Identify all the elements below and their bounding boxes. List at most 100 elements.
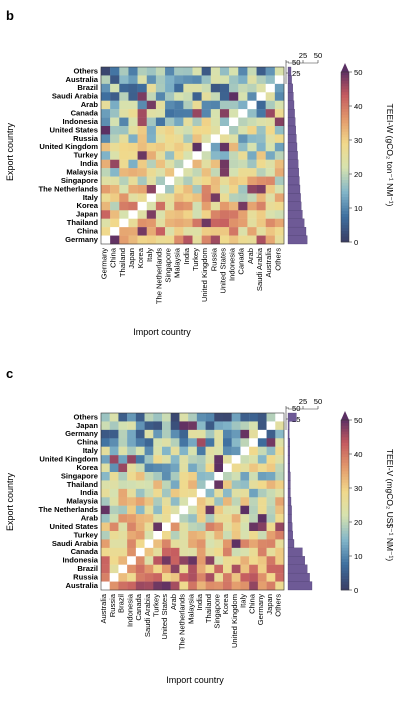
heatmap-cell — [257, 463, 267, 473]
heatmap-cell — [210, 227, 221, 236]
heatmap-cell — [170, 472, 180, 481]
right-marginal-bar — [287, 572, 310, 582]
heatmap-cell — [214, 446, 224, 456]
heatmap-cell — [153, 573, 163, 582]
heatmap-cell — [238, 151, 248, 160]
heatmap-cell — [170, 438, 180, 447]
right-marginal-bar — [287, 497, 292, 506]
heatmap-cell — [274, 185, 285, 194]
right-marginal-bar — [287, 159, 299, 169]
heatmap-cell — [229, 185, 239, 194]
heatmap-cell — [174, 126, 184, 135]
right-marginal-bar — [287, 201, 302, 211]
heatmap-cell — [146, 210, 157, 219]
right-marginal-bar — [287, 513, 292, 523]
y-tick-label: The Netherlands — [39, 184, 99, 193]
heatmap-cell — [137, 92, 147, 101]
heatmap-cell — [128, 218, 138, 228]
heatmap-cell — [265, 126, 276, 135]
heatmap-cell — [274, 201, 285, 211]
heatmap-cell — [257, 455, 267, 464]
heatmap-cell — [101, 438, 110, 447]
heatmap-cell — [231, 480, 241, 490]
heatmap-cell — [214, 531, 224, 540]
heatmap-cell — [110, 193, 120, 203]
heatmap-cell — [170, 480, 180, 490]
heatmap-cell — [127, 438, 137, 447]
heatmap-cell — [257, 497, 267, 506]
heatmap-cell — [135, 421, 145, 431]
heatmap-cell — [128, 227, 138, 236]
heatmap-cell — [170, 429, 180, 439]
heatmap-cell — [205, 539, 215, 549]
heatmap-cell — [162, 438, 171, 447]
heatmap-cell — [165, 185, 175, 194]
heatmap-cell — [179, 581, 189, 591]
heatmap-cell — [205, 581, 215, 591]
colorbar-segment — [341, 558, 349, 562]
heatmap-cell — [101, 421, 110, 431]
heatmap-cell — [109, 480, 119, 490]
right-marginal-bar — [287, 167, 299, 177]
x-tick-label: Germany — [256, 594, 265, 625]
c-colorbar: 0 10 20 30 40 50 — [340, 411, 362, 595]
heatmap-cell — [265, 109, 276, 118]
colorbar-segment — [341, 567, 349, 571]
x-tick-label: United States — [218, 248, 227, 294]
heatmap-cell — [275, 556, 285, 565]
heatmap-cell — [146, 142, 157, 152]
heatmap-cell — [229, 176, 239, 186]
right-marginal-bar — [287, 581, 313, 591]
colorbar-segment — [341, 111, 349, 115]
heatmap-cell — [219, 67, 230, 76]
heatmap-cell — [146, 168, 157, 177]
heatmap-cell — [118, 480, 128, 490]
heatmap-cell — [266, 472, 276, 481]
heatmap-cell — [240, 531, 250, 540]
heatmap-cell — [256, 92, 266, 101]
heatmap-cell — [201, 193, 211, 203]
heatmap-cell — [219, 117, 230, 127]
heatmap-cell — [109, 547, 119, 557]
heatmap-cell — [238, 193, 248, 203]
colorbar-segment — [341, 199, 349, 203]
heatmap-cell — [256, 75, 266, 85]
heatmap-cell — [144, 455, 154, 464]
heatmap-cell — [162, 488, 171, 498]
x-tick-label: United States — [160, 594, 169, 640]
heatmap-cell — [219, 201, 230, 211]
heatmap-cell — [266, 429, 276, 439]
heatmap-cell — [135, 472, 145, 481]
colorbar-segment — [341, 213, 349, 217]
heatmap-cell — [174, 201, 184, 211]
heatmap-cell — [183, 134, 193, 144]
heatmap-cell — [153, 514, 163, 523]
heatmap-cell — [188, 488, 198, 498]
heatmap-cell — [275, 564, 285, 574]
heatmap-cell — [101, 413, 110, 422]
heatmap-cell — [101, 429, 110, 439]
heatmap-cell — [249, 472, 259, 481]
y-tick-label: Indonesia — [63, 556, 99, 565]
heatmap-cell — [144, 497, 154, 506]
heatmap-cell — [110, 117, 120, 127]
heatmap-cell — [127, 472, 137, 481]
heatmap-cell — [219, 126, 230, 135]
heatmap-cell — [223, 497, 232, 506]
heatmap-cell — [188, 547, 198, 557]
y-tick-label: Japan — [76, 421, 98, 430]
heatmap-cell — [214, 472, 224, 481]
heatmap-cell — [170, 446, 180, 456]
heatmap-cell — [118, 455, 128, 464]
colorbar-segment — [341, 513, 349, 517]
heatmap-cell — [256, 126, 266, 135]
heatmap-cell — [256, 109, 266, 118]
heatmap-cell — [153, 564, 163, 574]
heatmap-cell — [188, 522, 198, 532]
heatmap-cell — [155, 83, 166, 93]
heatmap-cell — [165, 142, 175, 152]
colorbar-segment — [341, 496, 349, 500]
heatmap-cell — [256, 176, 266, 186]
colorbar-segment — [341, 83, 349, 87]
heatmap-cell — [210, 134, 221, 144]
